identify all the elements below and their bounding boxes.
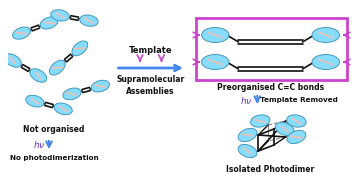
Ellipse shape bbox=[201, 54, 229, 70]
Ellipse shape bbox=[287, 130, 306, 144]
Text: Isolated Photodimer: Isolated Photodimer bbox=[226, 165, 314, 174]
Text: $h\nu$: $h\nu$ bbox=[33, 139, 45, 150]
Ellipse shape bbox=[72, 41, 88, 56]
Ellipse shape bbox=[238, 144, 257, 158]
Text: Supramolecular
Assemblies: Supramolecular Assemblies bbox=[117, 75, 185, 96]
Text: Not organised: Not organised bbox=[23, 125, 85, 134]
Ellipse shape bbox=[54, 103, 72, 115]
Ellipse shape bbox=[40, 17, 58, 29]
Ellipse shape bbox=[63, 88, 81, 100]
Ellipse shape bbox=[275, 122, 294, 136]
Ellipse shape bbox=[50, 60, 65, 75]
Ellipse shape bbox=[30, 69, 47, 82]
Ellipse shape bbox=[4, 54, 21, 67]
Ellipse shape bbox=[26, 95, 44, 107]
Ellipse shape bbox=[312, 28, 340, 43]
Text: $h\nu$: $h\nu$ bbox=[240, 94, 252, 105]
Ellipse shape bbox=[13, 27, 31, 39]
Ellipse shape bbox=[312, 54, 340, 70]
Ellipse shape bbox=[91, 80, 109, 92]
Text: Preorganised C=C bonds: Preorganised C=C bonds bbox=[218, 83, 325, 92]
Ellipse shape bbox=[287, 115, 306, 127]
Bar bbox=[196, 18, 347, 80]
Ellipse shape bbox=[51, 10, 69, 21]
Ellipse shape bbox=[251, 115, 270, 127]
Ellipse shape bbox=[201, 28, 229, 43]
Ellipse shape bbox=[238, 128, 257, 142]
Text: No photodimerization: No photodimerization bbox=[10, 155, 98, 161]
Ellipse shape bbox=[80, 15, 98, 26]
Text: Template: Template bbox=[129, 46, 173, 55]
Text: Template Removed: Template Removed bbox=[260, 97, 338, 103]
